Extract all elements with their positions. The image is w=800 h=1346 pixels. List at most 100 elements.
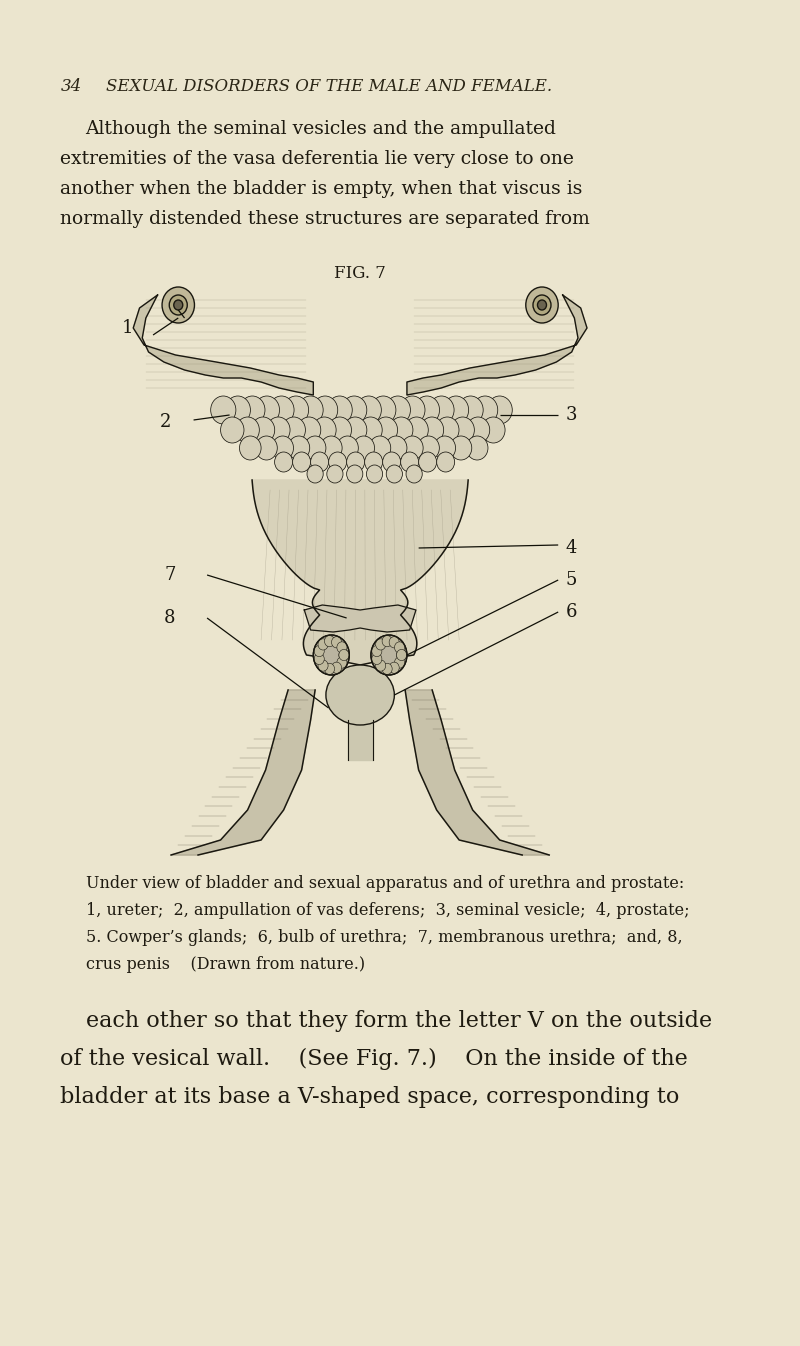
Circle shape	[236, 417, 259, 443]
Circle shape	[293, 452, 310, 472]
Circle shape	[466, 417, 490, 443]
Circle shape	[402, 436, 423, 460]
Circle shape	[359, 417, 382, 443]
Circle shape	[288, 436, 310, 460]
Circle shape	[313, 396, 338, 424]
Text: 4: 4	[566, 538, 577, 557]
Circle shape	[397, 649, 406, 661]
Circle shape	[366, 464, 382, 483]
Circle shape	[314, 646, 324, 657]
Ellipse shape	[326, 665, 394, 725]
Circle shape	[170, 295, 187, 315]
Circle shape	[538, 300, 546, 310]
Circle shape	[327, 396, 352, 424]
Circle shape	[325, 635, 334, 646]
Circle shape	[418, 452, 437, 472]
Circle shape	[321, 436, 342, 460]
Circle shape	[394, 657, 405, 668]
Circle shape	[314, 635, 350, 674]
Text: 2: 2	[160, 413, 171, 431]
Circle shape	[210, 396, 236, 424]
Circle shape	[283, 396, 309, 424]
Circle shape	[374, 417, 398, 443]
Text: 1: 1	[122, 319, 134, 336]
Circle shape	[365, 452, 382, 472]
Circle shape	[313, 417, 336, 443]
Circle shape	[405, 417, 428, 443]
Circle shape	[435, 417, 459, 443]
Circle shape	[371, 635, 407, 674]
Circle shape	[307, 464, 323, 483]
Circle shape	[376, 639, 386, 650]
Circle shape	[325, 664, 334, 674]
Circle shape	[406, 464, 422, 483]
Circle shape	[482, 417, 505, 443]
Circle shape	[369, 436, 390, 460]
Polygon shape	[347, 720, 373, 760]
Circle shape	[356, 396, 382, 424]
Circle shape	[420, 417, 444, 443]
Circle shape	[251, 417, 274, 443]
Text: Under view of bladder and sexual apparatus and of urethra and prostate:: Under view of bladder and sexual apparat…	[86, 875, 684, 892]
Circle shape	[390, 417, 413, 443]
Circle shape	[346, 464, 363, 483]
Circle shape	[174, 300, 182, 310]
Circle shape	[329, 452, 346, 472]
Text: crus penis    (Drawn from nature.): crus penis (Drawn from nature.)	[86, 956, 365, 973]
Polygon shape	[407, 295, 587, 394]
Text: 8: 8	[164, 608, 175, 627]
Circle shape	[429, 396, 454, 424]
Circle shape	[394, 642, 405, 653]
Circle shape	[343, 417, 367, 443]
Circle shape	[372, 653, 382, 665]
Circle shape	[254, 396, 279, 424]
Circle shape	[458, 396, 483, 424]
Text: bladder at its base a V-shaped space, corresponding to: bladder at its base a V-shaped space, co…	[60, 1086, 680, 1108]
Circle shape	[282, 417, 306, 443]
Circle shape	[450, 436, 472, 460]
Circle shape	[376, 660, 386, 672]
Circle shape	[266, 417, 290, 443]
Circle shape	[370, 396, 396, 424]
Circle shape	[337, 657, 347, 668]
Circle shape	[437, 452, 454, 472]
Circle shape	[327, 464, 343, 483]
Circle shape	[226, 396, 250, 424]
Text: SEXUAL DISORDERS OF THE MALE AND FEMALE.: SEXUAL DISORDERS OF THE MALE AND FEMALE.	[106, 78, 552, 96]
Circle shape	[386, 396, 410, 424]
Circle shape	[487, 396, 512, 424]
Circle shape	[331, 637, 342, 647]
Circle shape	[337, 436, 358, 460]
Polygon shape	[171, 690, 315, 855]
Circle shape	[298, 417, 321, 443]
Circle shape	[386, 464, 402, 483]
Text: FIG. 7: FIG. 7	[334, 265, 386, 283]
Circle shape	[382, 452, 401, 472]
Circle shape	[328, 417, 351, 443]
Circle shape	[240, 396, 265, 424]
Circle shape	[372, 646, 382, 657]
Circle shape	[401, 452, 418, 472]
Text: extremities of the vasa deferentia lie very close to one: extremities of the vasa deferentia lie v…	[60, 149, 574, 168]
Polygon shape	[252, 481, 468, 665]
Circle shape	[342, 396, 367, 424]
Circle shape	[526, 287, 558, 323]
Circle shape	[434, 436, 455, 460]
Text: 7: 7	[164, 567, 175, 584]
Circle shape	[269, 396, 294, 424]
Circle shape	[318, 660, 328, 672]
Circle shape	[386, 436, 407, 460]
Text: another when the bladder is empty, when that viscus is: another when the bladder is empty, when …	[60, 180, 582, 198]
Circle shape	[331, 662, 342, 673]
Text: 1, ureter;  2, ampullation of vas deferens;  3, seminal vesicle;  4, prostate;: 1, ureter; 2, ampullation of vas deferen…	[86, 902, 689, 919]
Circle shape	[451, 417, 474, 443]
Circle shape	[389, 662, 399, 673]
Circle shape	[414, 396, 439, 424]
Circle shape	[339, 649, 349, 661]
Circle shape	[339, 649, 349, 661]
Text: 6: 6	[566, 603, 577, 621]
Circle shape	[443, 396, 469, 424]
Circle shape	[473, 396, 498, 424]
Text: Although the seminal vesicles and the ampullated: Although the seminal vesicles and the am…	[86, 120, 557, 139]
Circle shape	[272, 436, 294, 460]
